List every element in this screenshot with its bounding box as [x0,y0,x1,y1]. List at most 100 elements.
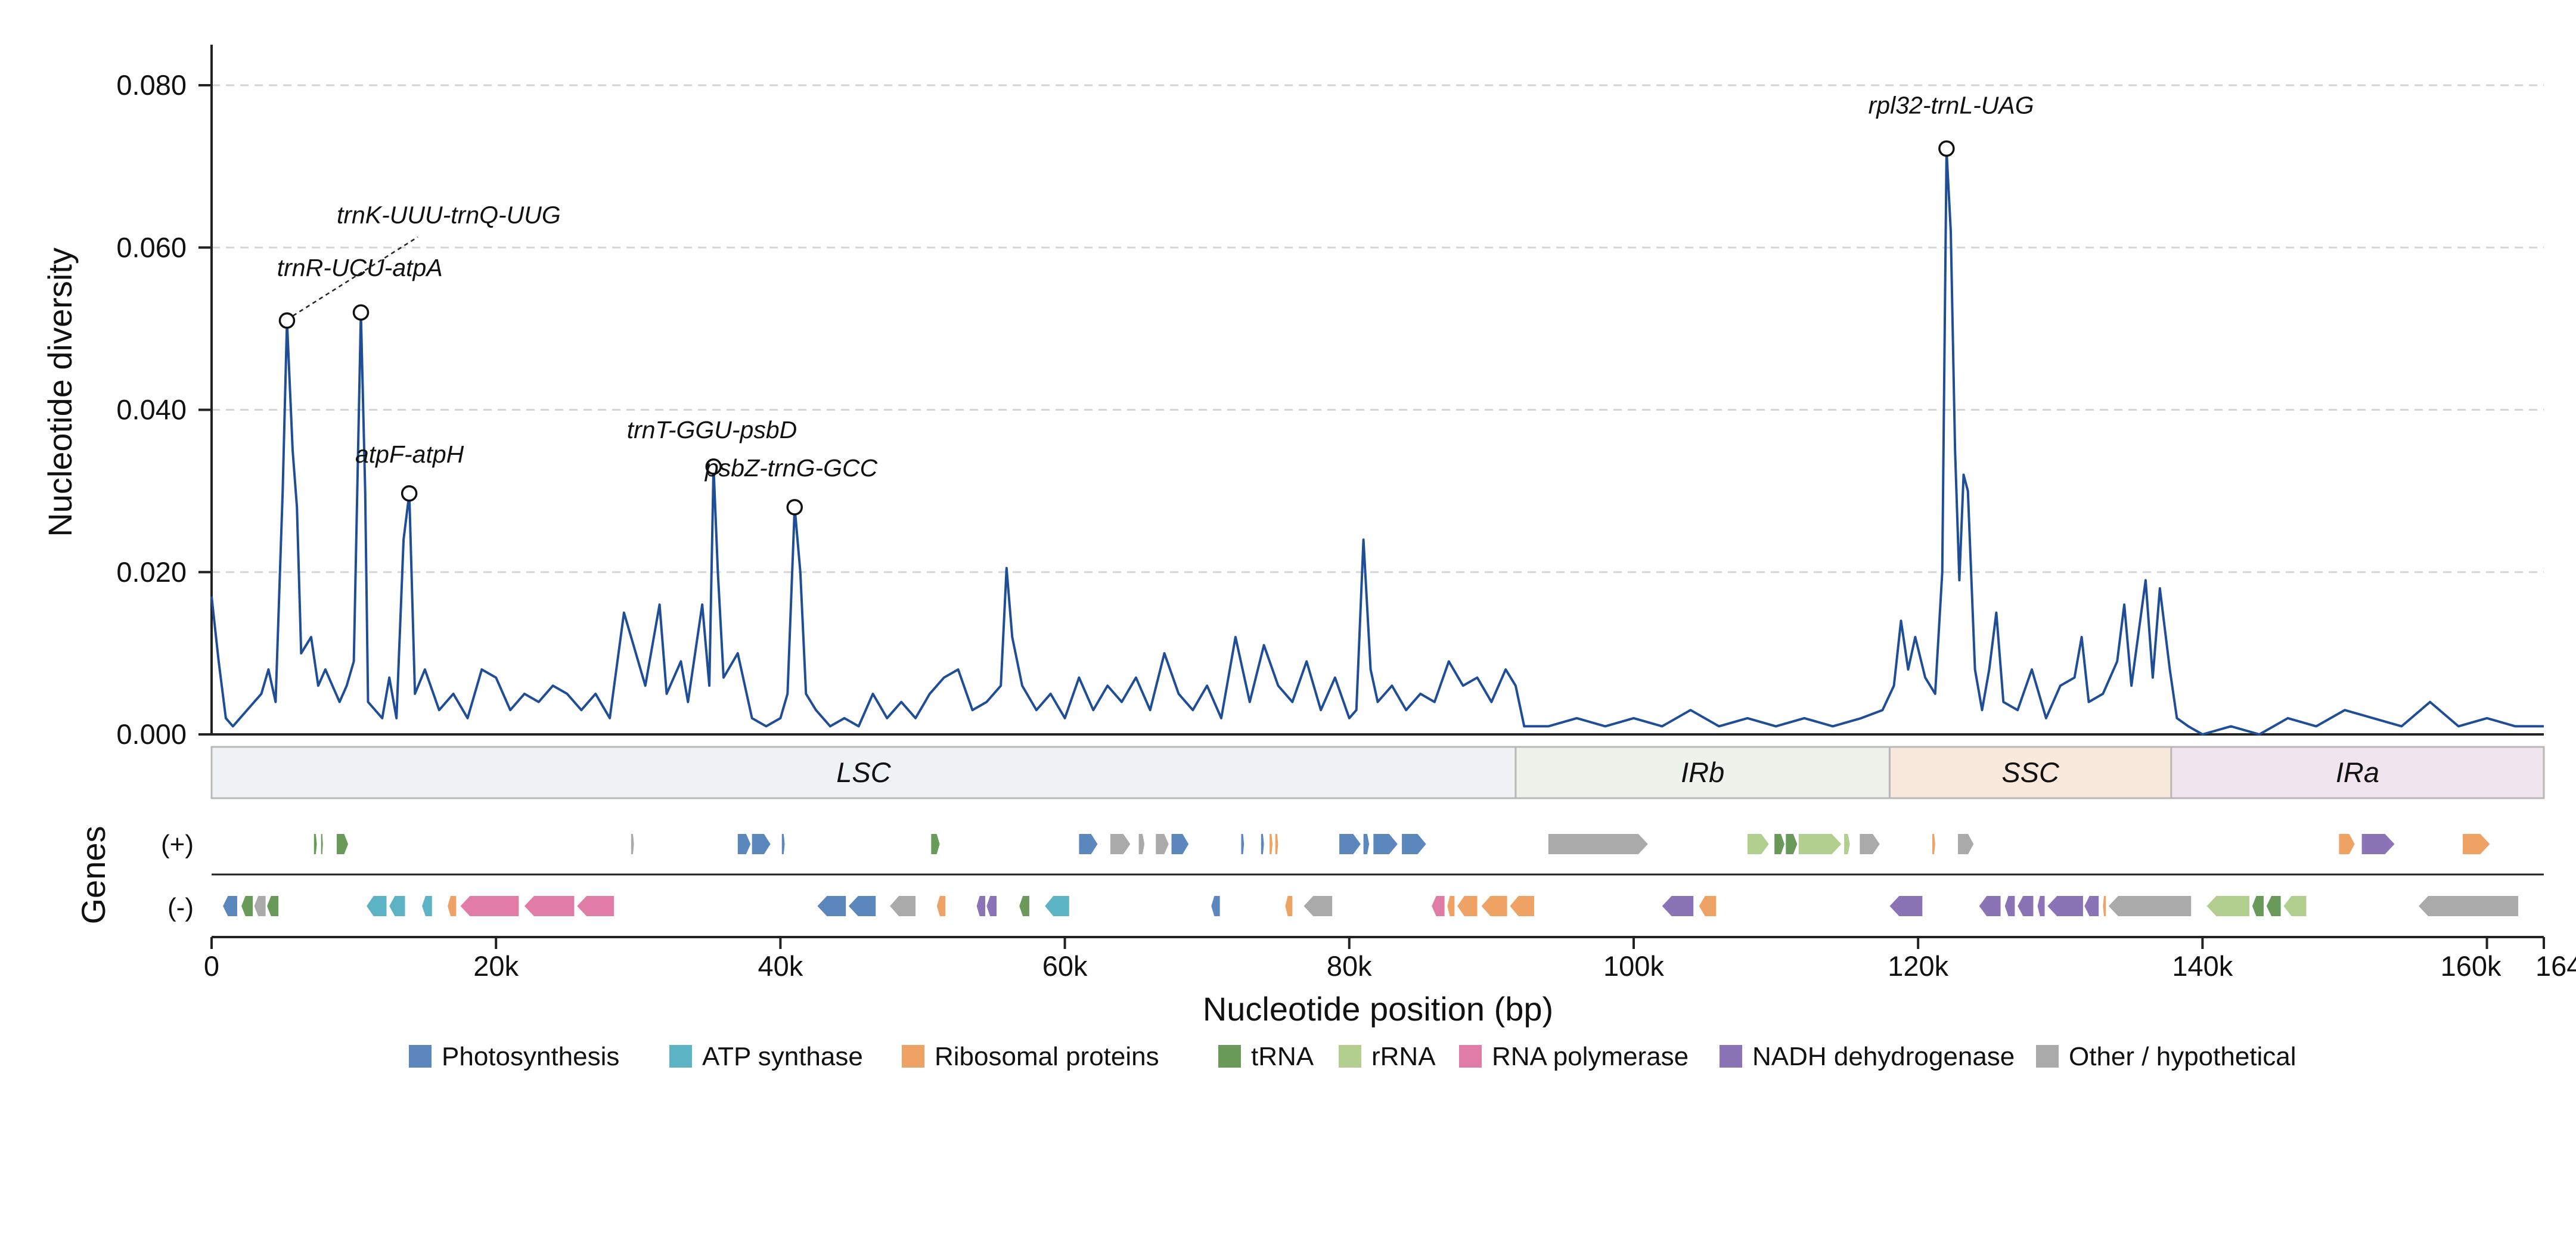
gene-block [1363,834,1370,854]
gene-block [1171,834,1189,854]
gene-block [267,896,279,916]
gene-block [1932,834,1935,854]
legend-swatch [1720,1045,1742,1068]
gene-block [2361,834,2395,854]
gene-block [848,896,876,916]
legend-swatch [2036,1045,2059,1068]
gene-block [1510,896,1534,916]
gene-block [422,896,432,916]
gene-block [448,896,457,916]
minus-strand-label: (-) [167,893,194,922]
gene-block [1270,834,1273,854]
gene-block [254,896,266,916]
peak-label: rpl32-trnL-UAG [1869,92,2034,119]
gene-block [1481,896,1507,916]
gene-block [752,834,771,854]
legend-swatch [902,1045,924,1068]
gene-block [1979,896,2001,916]
x-tick-label: 60k [1042,950,1088,982]
legend-swatch [1459,1045,1482,1068]
region-bar: LSC IRb SSC IRa [210,746,2545,799]
y-tick-label: 0.060 [116,231,187,263]
gene-block [1957,834,1974,854]
legend-swatch [1218,1045,1241,1068]
gene-block [367,896,387,916]
gene-block [817,896,846,916]
gene-track [212,834,2544,938]
legend-swatch [409,1045,432,1068]
gene-block [2018,896,2034,916]
region-segment [210,746,1517,799]
peak-annotations: trnR-UCU-atpA trnK-UUU-trnQ-UUG atpF-atpH t… [277,92,2034,516]
gene-block [1138,834,1145,854]
gene-block [2283,896,2307,916]
gene-block [223,896,237,916]
gene-block [1303,896,1333,916]
region-segment [1514,746,1891,799]
legend-label: Other / hypothetical [2069,1042,2296,1071]
gene-block [631,834,634,854]
gene-block [737,834,751,854]
gene-block [314,834,317,854]
legend-label: ATP synthase [702,1042,863,1071]
gene-block [2047,896,2083,916]
region-label: LSC [836,756,891,788]
gene-block [2462,834,2490,854]
gene-block [1285,896,1293,916]
gene-block [1662,896,1694,916]
diversity-series [210,149,2544,736]
gene-block [1889,896,1923,916]
peak-marker [705,458,722,475]
diversity-line [210,149,2544,736]
gene-block [460,896,519,916]
x-tick-label: 120k [1888,950,1948,982]
region-label: IRa [2336,756,2379,788]
peak-marker [352,304,370,321]
gene-block [1045,896,1069,916]
region-segment [1888,746,2172,799]
gene-block [1798,834,1842,854]
gene-block [976,896,985,916]
gene-block [1402,834,1426,854]
x-tick-label: 80k [1327,950,1372,982]
gene-block [2103,896,2106,916]
legend-label: tRNA [1251,1042,1314,1071]
gene-block [2266,896,2281,916]
gene-block [2206,896,2250,916]
gene-block [1548,834,1648,854]
peak-label: psbZ-trnG-GCC [704,454,878,482]
gene-block [1275,834,1278,854]
y-axis-title: Nucleotide diversity [41,247,79,537]
gene-block [1339,834,1361,854]
gene-block [1373,834,1398,854]
gene-block [781,834,785,854]
gene-block [1447,896,1455,916]
gene-block [986,896,997,916]
peak-marker [278,312,296,329]
gene-block [524,896,575,916]
gene-block [577,896,614,916]
y-tick-label: 0.080 [116,69,187,101]
gridlines [212,84,2544,573]
gene-block [2339,834,2355,854]
gene-block [936,896,946,916]
peak-marker [786,499,803,516]
gene-block [1699,896,1717,916]
legend-label: rRNA [1371,1042,1436,1071]
region-segment [2170,746,2545,799]
x-tick-label: 164k [2535,950,2576,982]
x-axis-title: Nucleotide position (bp) [1203,990,1553,1028]
gene-block [241,896,253,916]
x-tick-label: 100k [1603,950,1664,982]
legend-label: Photosynthesis [442,1042,619,1071]
gene-block [1261,834,1264,854]
gene-block [931,834,940,854]
x-tick-label: 160k [2441,950,2501,982]
legend-label: RNA polymerase [1492,1042,1689,1071]
axes: 0.000 0.020 0.040 0.060 0.080 0 20k 40k 60k 80k 10… [116,45,2576,982]
gene-block [1211,896,1220,916]
genes-track-title: Genes [75,826,112,925]
gene-block [1241,834,1244,854]
gene-block [1156,834,1169,854]
gene-block [321,834,323,854]
